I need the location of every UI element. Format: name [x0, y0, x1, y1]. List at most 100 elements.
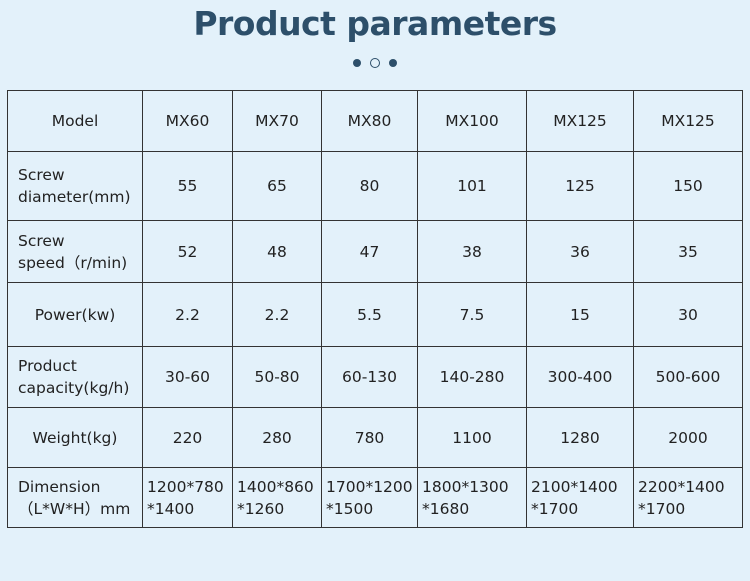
cell-text: 80: [359, 177, 380, 195]
table-cell: 47: [321, 220, 418, 283]
cell-text: 30: [678, 305, 698, 324]
cell-text: 30-60: [164, 368, 211, 386]
table-cell: MX125: [633, 90, 743, 152]
row-label: Screw speed（r/min): [7, 220, 143, 283]
table-cell: 280: [232, 407, 322, 468]
cell-text: 2.2: [264, 305, 290, 324]
decorative-dots: [0, 57, 750, 69]
table-cell: 2.2: [232, 282, 322, 347]
row-label-text: Screw: [18, 166, 65, 184]
dot-icon: [353, 59, 361, 67]
cell-text: 1200*780: [147, 477, 224, 496]
table-row: Dimension （L*W*H）mm 1200*780 *1400 1400*860 *…: [7, 467, 743, 528]
table-cell: 1280: [526, 407, 634, 468]
cell-text: 2100*1400: [531, 477, 618, 496]
cell-text: 52: [177, 242, 198, 261]
table-cell: 48: [232, 220, 322, 283]
row-label-text: Dimension: [18, 477, 101, 496]
table-cell: MX80: [321, 90, 418, 152]
row-label-text: diameter(mm): [18, 188, 131, 206]
row-label-text: （L*W*H）mm: [18, 499, 131, 518]
cell-text: 60-130: [342, 368, 397, 386]
table-cell: MX125: [526, 90, 634, 152]
table-row: Screw diameter(mm) 55 65 80 101 125 150: [7, 151, 743, 221]
table-row: Product capacity(kg/h) 30-60 50-80 60-130 140…: [7, 346, 743, 408]
cell-text: *1500: [326, 499, 374, 518]
cell-text: 36: [570, 242, 590, 261]
table-cell: 220: [142, 407, 233, 468]
table-cell: 125: [526, 151, 634, 221]
row-label: Product capacity(kg/h): [7, 346, 143, 408]
table-cell: 5.5: [321, 282, 418, 347]
cell-text: MX125: [553, 112, 607, 130]
table-cell: 1800*1300 *1680: [417, 467, 527, 528]
row-label: Weight(kg): [7, 407, 143, 468]
table-cell: 15: [526, 282, 634, 347]
cell-text: 1400*860: [237, 477, 314, 496]
row-label-text: Weight(kg): [32, 428, 118, 447]
row-label: Dimension （L*W*H）mm: [7, 467, 143, 528]
cell-text: MX100: [445, 112, 499, 130]
table-row: Model MX60 MX70 MX80 MX100 MX125 MX125: [7, 90, 743, 152]
table-cell: 780: [321, 407, 418, 468]
cell-text: 500-600: [655, 368, 721, 386]
table-cell: MX100: [417, 90, 527, 152]
table-cell: 50-80: [232, 346, 322, 408]
cell-text: 50-80: [254, 368, 300, 386]
table-cell: 30: [633, 282, 743, 347]
cell-text: MX60: [165, 112, 210, 130]
cell-text: 280: [262, 428, 292, 447]
cell-text: MX70: [255, 112, 299, 130]
row-label-text: Power(kw): [34, 305, 116, 324]
table-cell: 1200*780 *1400: [142, 467, 233, 528]
table-cell: 55: [142, 151, 233, 221]
cell-text: 2000: [668, 428, 708, 447]
page-title: Product parameters: [193, 4, 557, 43]
cell-text: 2200*1400: [638, 477, 725, 496]
cell-text: MX125: [661, 112, 715, 130]
table-cell: MX60: [142, 90, 233, 152]
table-cell: 2000: [633, 407, 743, 468]
table-cell: 7.5: [417, 282, 527, 347]
row-label-text: Model: [51, 112, 99, 130]
cell-text: *1700: [638, 499, 686, 518]
cell-text: 2.2: [175, 305, 200, 324]
cell-text: 300-400: [547, 368, 613, 386]
row-label-text: capacity(kg/h): [18, 379, 130, 397]
cell-text: 150: [673, 177, 703, 195]
table-cell: 80: [321, 151, 418, 221]
table-cell: 35: [633, 220, 743, 283]
table-cell: 150: [633, 151, 743, 221]
cell-text: 35: [678, 242, 698, 261]
cell-text: 7.5: [459, 305, 485, 324]
table-cell: 52: [142, 220, 233, 283]
table-cell: 140-280: [417, 346, 527, 408]
cell-text: *1680: [422, 499, 470, 518]
row-label-text: Product: [18, 357, 77, 375]
table-row: Power(kw) 2.2 2.2 5.5 7.5 15 30: [7, 282, 743, 347]
cell-text: 125: [565, 177, 595, 195]
row-label: Model: [7, 90, 143, 152]
table-cell: 101: [417, 151, 527, 221]
cell-text: 55: [177, 177, 198, 195]
cell-text: 1800*1300: [422, 477, 509, 496]
cell-text: 140-280: [439, 368, 505, 386]
table-cell: 2200*1400 *1700: [633, 467, 743, 528]
table-cell: 1700*1200 *1500: [321, 467, 418, 528]
table-cell: 2.2: [142, 282, 233, 347]
table-cell: 300-400: [526, 346, 634, 408]
table-cell: 1400*860 *1260: [232, 467, 322, 528]
row-label-text: speed（r/min): [18, 253, 128, 272]
cell-text: MX80: [347, 112, 392, 130]
table-cell: 1100: [417, 407, 527, 468]
table-cell: 500-600: [633, 346, 743, 408]
cell-text: *1260: [237, 499, 285, 518]
cell-text: *1400: [147, 499, 195, 518]
row-label: Screw diameter(mm): [7, 151, 143, 221]
table-cell: 38: [417, 220, 527, 283]
table-cell: 60-130: [321, 346, 418, 408]
cell-text: 1700*1200: [326, 477, 413, 496]
cell-text: 65: [267, 177, 287, 195]
cell-text: 47: [359, 242, 380, 261]
table-cell: 65: [232, 151, 322, 221]
